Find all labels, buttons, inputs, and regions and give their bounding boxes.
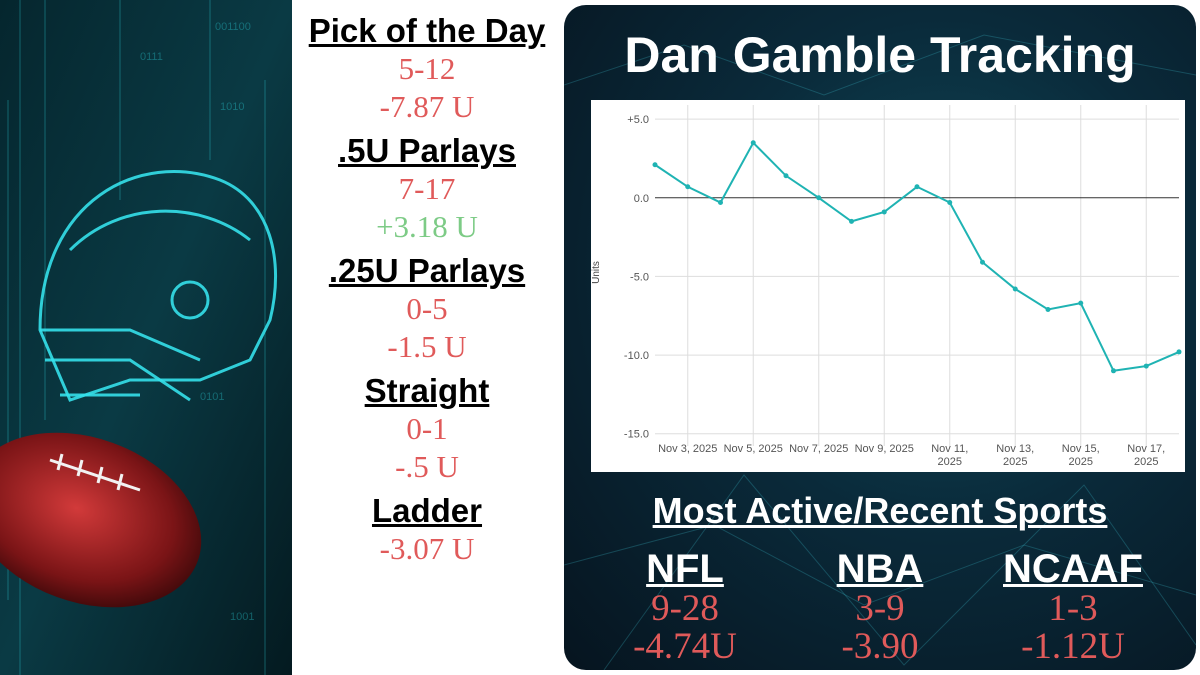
data-point xyxy=(718,200,723,206)
svg-text:1010: 1010 xyxy=(220,101,244,113)
y-tick-label: -10.0 xyxy=(624,350,649,362)
data-point xyxy=(1078,300,1084,306)
record-value: -7.87 U xyxy=(379,89,475,124)
record-value: -.5 U xyxy=(395,449,459,484)
y-tick-label: -15.0 xyxy=(624,429,649,441)
data-point xyxy=(750,140,756,146)
data-point xyxy=(980,259,985,265)
title: Dan Gamble Tracking xyxy=(624,27,1136,83)
x-tick-label: Nov 13, 2025 xyxy=(996,443,1035,468)
data-point xyxy=(816,195,822,201)
record-value: 0-5 xyxy=(406,291,448,326)
series-line xyxy=(654,141,1180,372)
x-tick-label: Nov 15, 2025 xyxy=(1061,443,1100,468)
x-tick-label: Nov 7, 2025 xyxy=(789,443,849,455)
data-point xyxy=(914,184,920,190)
data-point xyxy=(1176,349,1182,355)
x-tick-label: Nov 11, 2025 xyxy=(931,443,969,468)
x-tick-label: Nov 5, 2025 xyxy=(723,443,783,455)
svg-text:001100: 001100 xyxy=(215,21,251,33)
record-value: 7-17 xyxy=(398,171,456,206)
sport-column: NCAAF 1-3 -1.12U xyxy=(973,548,1173,666)
record-value: +3.18 U xyxy=(376,209,478,244)
data-point xyxy=(1045,306,1051,312)
record-value: 0-1 xyxy=(406,411,448,446)
data-point xyxy=(1012,286,1018,292)
record-title: Straight xyxy=(364,372,490,409)
sport-name: NBA xyxy=(836,547,924,591)
sport-name: NCAAF xyxy=(1003,547,1143,591)
chart-plot: Units +5.0 0.0 -5.0 -10.0 -15.0 xyxy=(591,105,1182,446)
record-value: 5-12 xyxy=(398,51,456,86)
x-tick-label: Nov 17, 2025 xyxy=(1127,443,1166,468)
data-point xyxy=(881,209,887,215)
sport-units: -4.74U xyxy=(633,626,737,667)
data-point xyxy=(652,162,658,168)
data-point xyxy=(947,200,953,206)
y-tick-label: +5.0 xyxy=(627,114,649,126)
data-point xyxy=(783,173,789,179)
sport-record: 9-28 xyxy=(651,588,719,629)
data-point xyxy=(849,218,854,224)
sport-units: -1.12U xyxy=(1021,626,1125,667)
sport-record: 3-9 xyxy=(855,588,905,629)
record-title: Pick of the Day xyxy=(308,12,546,49)
data-point xyxy=(685,184,691,190)
sport-units: -3.90 xyxy=(841,626,919,667)
record-title: .25U Parlays xyxy=(328,252,526,289)
sport-column: NFL 9-28 -4.74U xyxy=(585,548,785,666)
x-tick-label: Nov 3, 2025 xyxy=(658,443,718,455)
y-axis-label: Units xyxy=(591,261,602,284)
sports-title: Most Active/Recent Sports xyxy=(652,490,1108,531)
record-value: -1.5 U xyxy=(387,329,467,364)
tracking-panel: Dan Gamble Tracking Units +5.0 0.0 -5.0 -10.… xyxy=(564,5,1196,670)
sport-column: NBA 3-9 -3.90 xyxy=(780,548,980,666)
svg-text:1001: 1001 xyxy=(230,611,254,623)
sport-record: 1-3 xyxy=(1048,588,1098,629)
data-point xyxy=(1143,363,1149,369)
svg-text:0101: 0101 xyxy=(200,391,224,403)
background-network xyxy=(564,34,1196,670)
y-tick-label: -5.0 xyxy=(630,271,649,283)
record-title: Ladder xyxy=(371,492,483,529)
x-tick-label: Nov 9, 2025 xyxy=(854,443,914,455)
svg-text:0111: 0111 xyxy=(140,51,163,63)
y-tick-label: 0.0 xyxy=(634,193,649,205)
sport-name: NFL xyxy=(646,547,724,591)
data-point xyxy=(1111,368,1116,374)
records-panel: Pick of the Day 5-12 -7.87 U .5U Parlays 7-1… xyxy=(292,6,562,568)
record-title: .5U Parlays xyxy=(338,132,516,169)
record-value: -3.07 U xyxy=(379,531,475,566)
line-chart: Units +5.0 0.0 -5.0 -10.0 -15.0 Nov 3, 2025 No… xyxy=(591,100,1185,472)
